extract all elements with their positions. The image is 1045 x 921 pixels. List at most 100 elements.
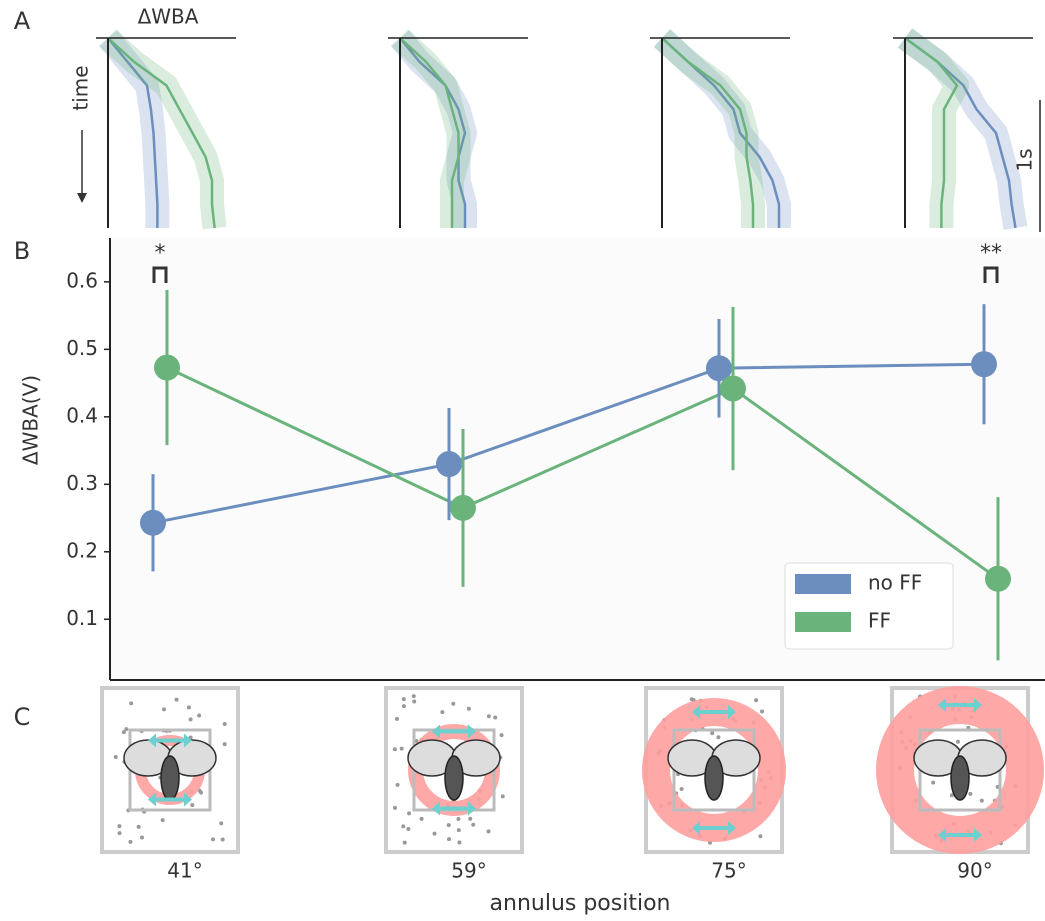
- dot: [955, 739, 960, 744]
- dot: [401, 697, 406, 702]
- dot: [679, 786, 684, 791]
- x-axis-label: annulus position: [490, 891, 671, 916]
- dot: [211, 837, 216, 842]
- trace-band: [897, 28, 1028, 230]
- point: [436, 451, 462, 478]
- fly-body: [950, 755, 970, 801]
- panel-label: C: [14, 703, 31, 731]
- dot: [457, 840, 462, 845]
- trace-line: [107, 37, 159, 228]
- dot: [447, 837, 452, 842]
- point: [985, 565, 1011, 592]
- dot: [407, 811, 412, 816]
- scale-label: 1s: [1013, 148, 1037, 171]
- panel-c-diagrams: [100, 686, 1044, 854]
- dot: [401, 704, 406, 709]
- dot: [399, 746, 404, 751]
- dot: [432, 831, 437, 836]
- legend-swatch: [795, 574, 851, 594]
- trace-band: [897, 28, 969, 228]
- x-tick-label: 75°: [711, 859, 746, 883]
- y-axis-label: ΔWBA(V): [19, 375, 43, 465]
- significance-bracket: [983, 266, 999, 283]
- trace-line: [661, 37, 755, 228]
- dot: [188, 717, 193, 722]
- trace-line: [661, 37, 781, 228]
- dot: [979, 798, 984, 803]
- panel-label: A: [14, 7, 31, 35]
- dot: [486, 829, 491, 834]
- dot: [419, 816, 424, 821]
- x-tick-label: 41°: [167, 859, 202, 883]
- fly-body: [704, 755, 724, 801]
- y-tick-label: 0.5: [66, 336, 98, 360]
- trace-line: [904, 36, 959, 228]
- y-tick-label: 0.1: [66, 606, 98, 630]
- dot: [113, 755, 118, 760]
- significance-bracket: [152, 266, 168, 283]
- dot: [220, 837, 225, 842]
- dot: [949, 793, 954, 798]
- dot: [968, 791, 973, 796]
- dot: [121, 730, 126, 735]
- dot: [401, 824, 406, 829]
- point: [720, 375, 746, 402]
- fly-body: [160, 755, 180, 801]
- trace-line: [107, 37, 216, 229]
- trace-title: ΔWBA: [138, 5, 199, 29]
- time-arrowhead: [77, 193, 87, 203]
- point: [140, 509, 166, 536]
- trace-ylabel: time: [69, 65, 93, 110]
- dot: [466, 706, 471, 711]
- dot: [760, 709, 765, 714]
- dot: [456, 828, 461, 833]
- series-line: [166, 366, 999, 581]
- trace-line: [904, 36, 1017, 229]
- trace-band: [653, 29, 765, 228]
- dot: [446, 823, 451, 828]
- series-line: [152, 362, 985, 525]
- dot: [395, 782, 400, 787]
- point: [706, 355, 732, 382]
- dot: [162, 707, 167, 712]
- point: [450, 494, 476, 521]
- dot: [128, 839, 133, 844]
- y-tick-label: 0.2: [66, 538, 98, 562]
- dot: [219, 821, 224, 826]
- x-tick-label: 90°: [957, 859, 992, 883]
- dot: [471, 822, 476, 827]
- dot: [160, 818, 165, 823]
- dot: [222, 721, 227, 726]
- trace-line: [399, 37, 460, 228]
- dot: [124, 727, 129, 732]
- y-tick-label: 0.6: [66, 268, 98, 292]
- y-tick-label: 0.3: [66, 471, 98, 495]
- dot: [412, 699, 417, 704]
- dot: [222, 742, 227, 747]
- legend-label: no FF: [868, 571, 922, 595]
- y-tick-label: 0.4: [66, 403, 98, 427]
- dot: [754, 698, 759, 703]
- dot: [451, 701, 456, 706]
- dot: [174, 697, 179, 702]
- dot: [392, 747, 397, 752]
- dot: [931, 780, 936, 785]
- dot: [411, 694, 416, 699]
- dot: [197, 713, 202, 718]
- dot: [394, 716, 399, 721]
- legend-label: FF: [868, 609, 891, 633]
- dot: [190, 803, 195, 808]
- dot: [468, 816, 473, 821]
- dot: [499, 733, 504, 738]
- dot: [406, 827, 411, 832]
- dot: [500, 794, 505, 799]
- dot: [710, 731, 715, 736]
- significance-label: **: [980, 241, 1002, 266]
- dot: [136, 824, 141, 829]
- dot: [440, 710, 445, 715]
- dot: [129, 701, 134, 706]
- fly-body: [444, 755, 464, 801]
- dot: [117, 824, 122, 829]
- dot: [402, 840, 407, 845]
